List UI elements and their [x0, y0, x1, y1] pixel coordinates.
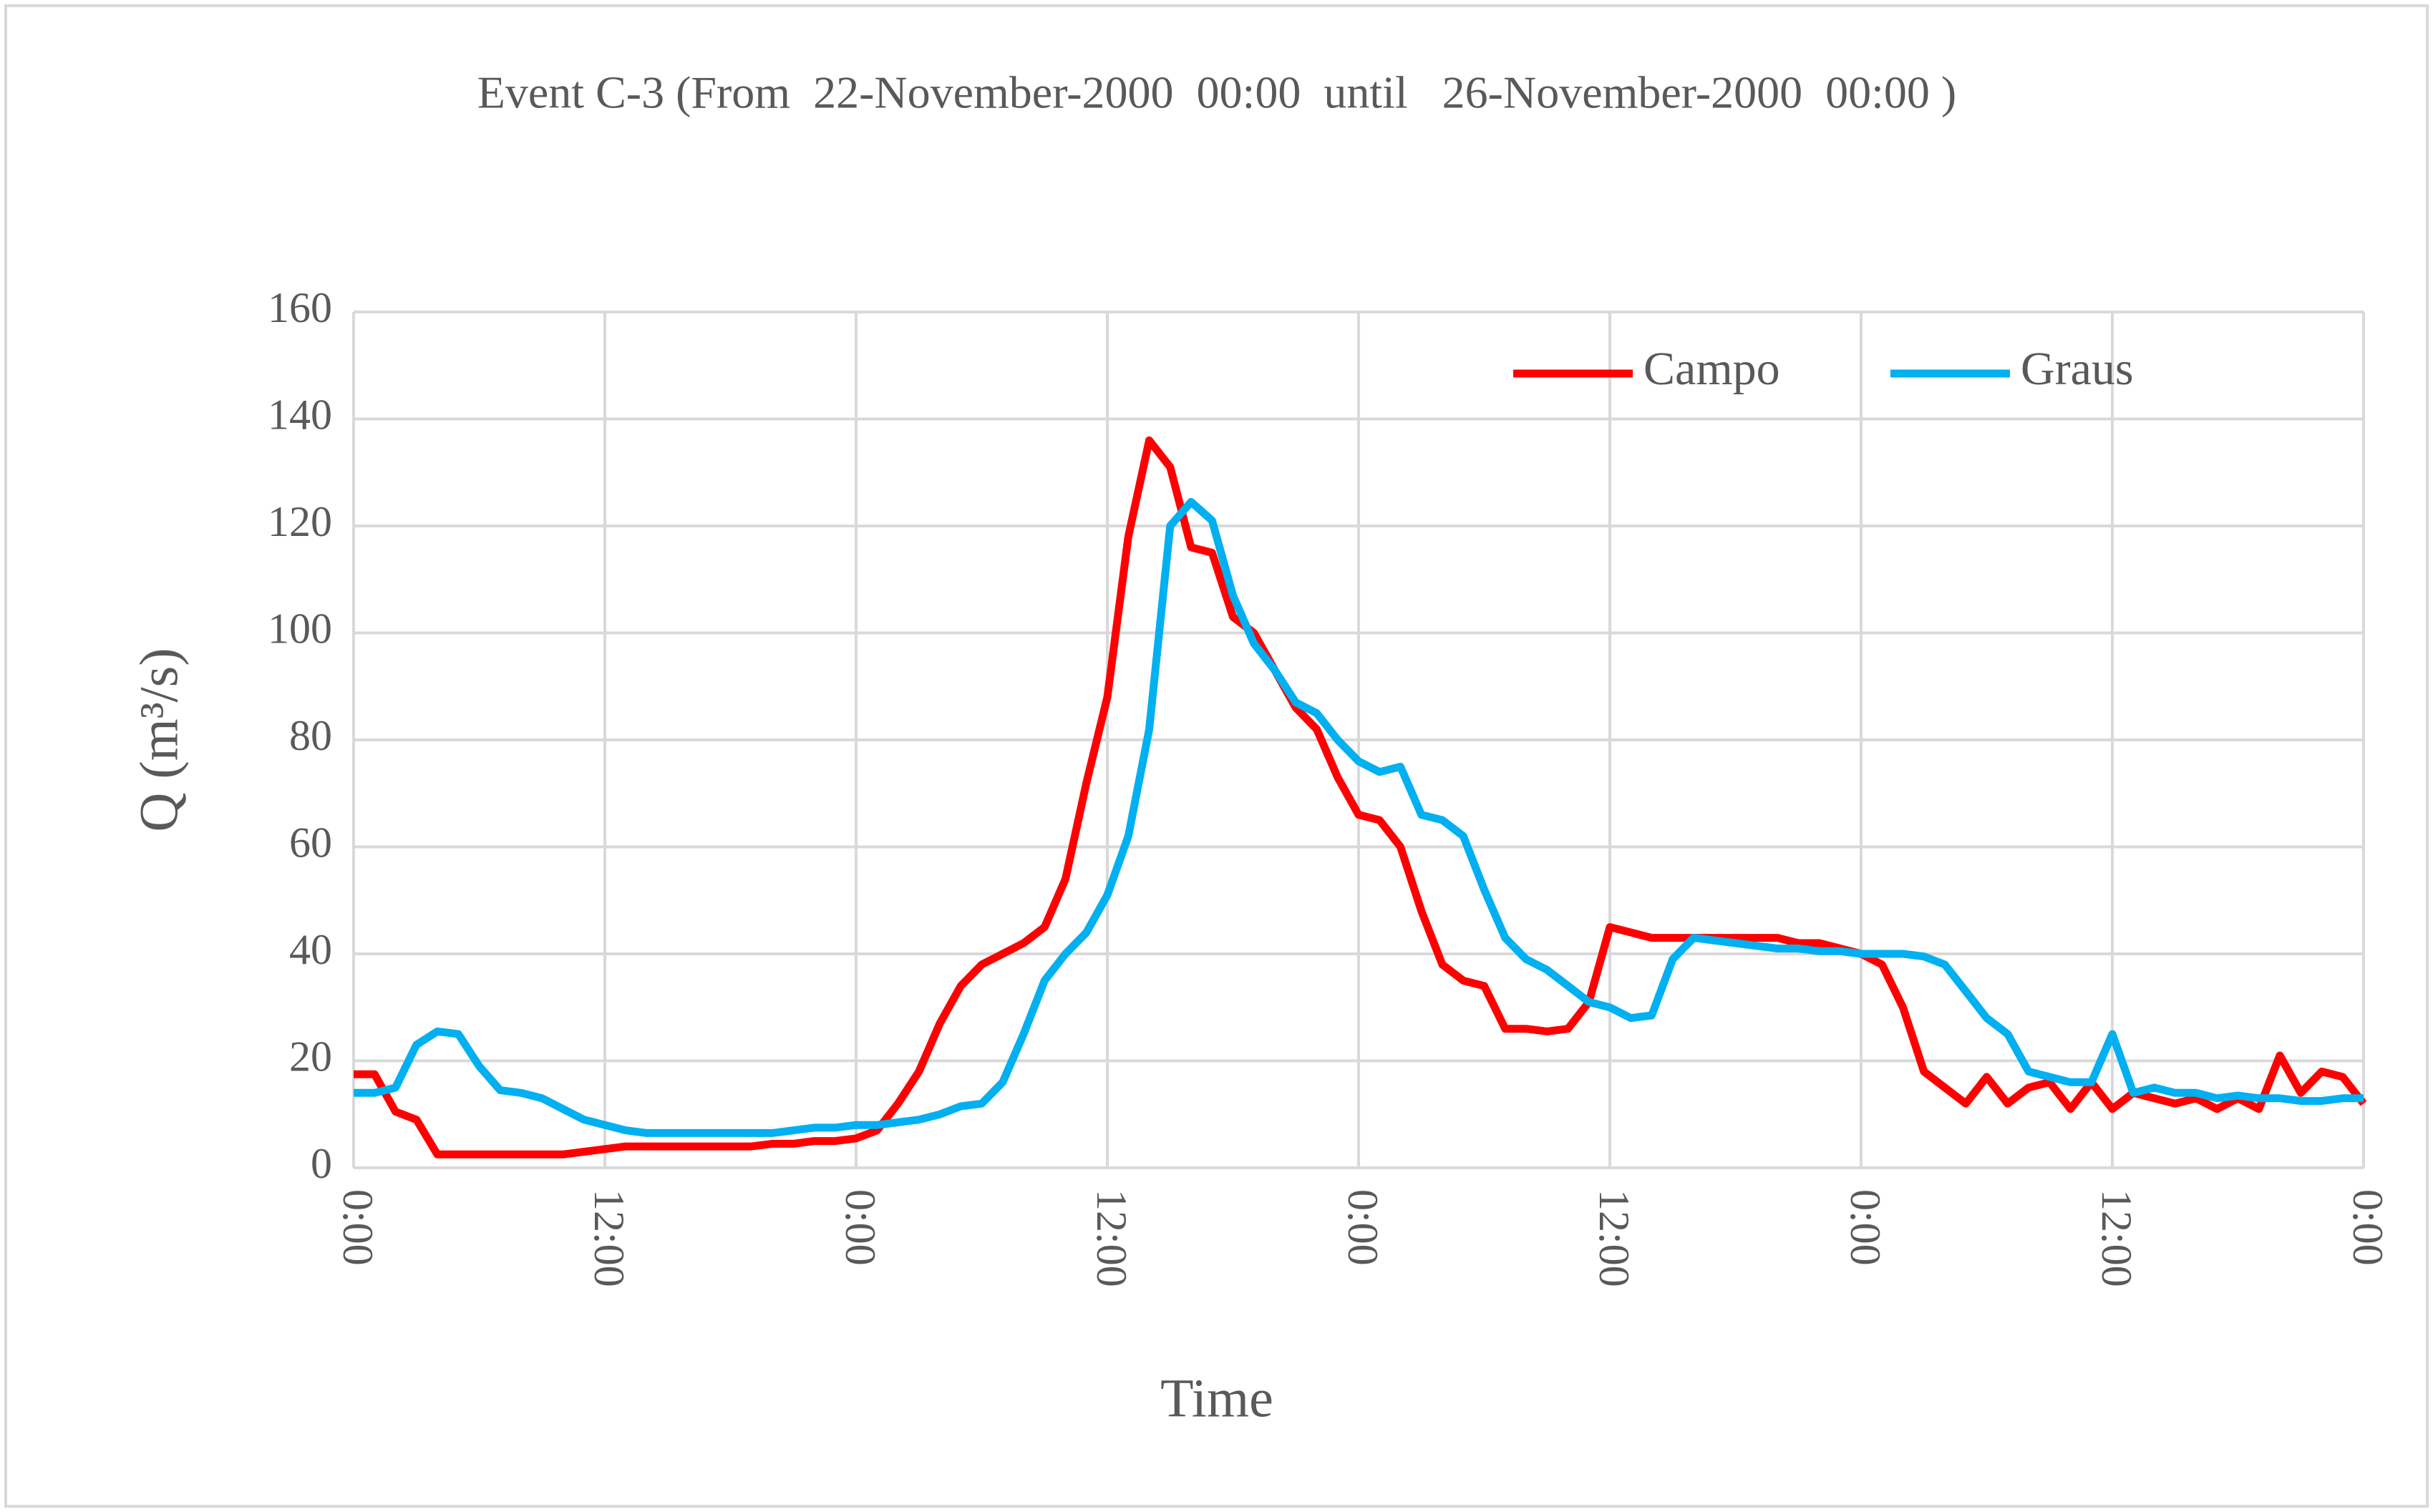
- grid: 0 20 40 60 80 100 120 140 160 0:00 12:00 0:00 12:00 0…: [268, 284, 2391, 1287]
- x-tick-label: 0:00: [837, 1189, 884, 1266]
- legend-label: Graus: [2021, 343, 2134, 395]
- x-tick-label: 0:00: [1842, 1189, 1889, 1266]
- x-tick-label: 12:00: [1088, 1189, 1135, 1287]
- y-tick-label: 20: [289, 1033, 332, 1080]
- plot: [354, 436, 2367, 1159]
- x-axis-label: Time: [1160, 1368, 1273, 1428]
- y-axis-label: Q (m³/s): [129, 648, 189, 831]
- chart-frame: [4, 4, 2429, 1508]
- legend: Campo Graus: [1513, 343, 2134, 395]
- y-tick-label: 100: [268, 605, 332, 652]
- y-tick-label: 160: [268, 284, 332, 331]
- chart-title: Event C-3 (From 22-November-2000 00:00 u…: [477, 67, 1956, 118]
- legend-label: Campo: [1643, 343, 1780, 395]
- y-tick-label: 40: [289, 926, 332, 973]
- y-tick-label: 120: [268, 498, 332, 545]
- y-tick-label: 60: [289, 819, 332, 866]
- series-line: [354, 497, 2364, 1137]
- x-tick-label: 0:00: [1339, 1189, 1387, 1266]
- series-line: [354, 436, 2367, 1159]
- y-tick-label: 140: [268, 391, 332, 438]
- x-tick-label: 12:00: [1591, 1189, 1638, 1287]
- y-tick-label: 0: [311, 1140, 332, 1187]
- x-tick-label: 12:00: [2093, 1189, 2140, 1287]
- x-tick-label: 0:00: [334, 1189, 382, 1266]
- x-tick-label: 0:00: [2344, 1189, 2391, 1266]
- y-tick-label: 80: [289, 712, 332, 759]
- x-tick-label: 12:00: [586, 1189, 633, 1287]
